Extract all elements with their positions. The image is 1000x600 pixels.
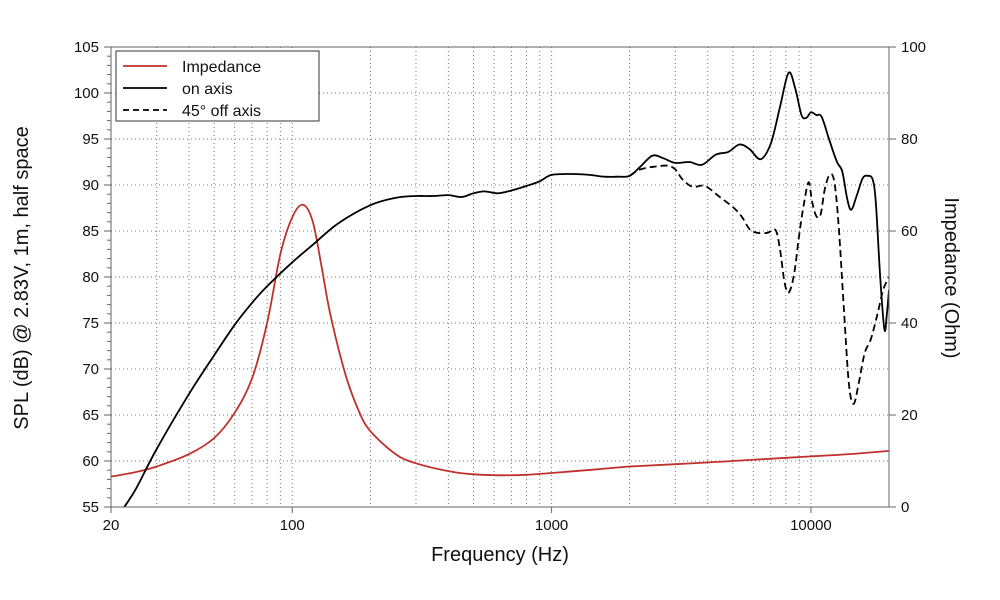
legend-box — [115, 50, 320, 122]
y-tick-label: 95 — [82, 131, 99, 148]
y-tick-label: 55 — [82, 499, 99, 516]
series-layer — [111, 71, 889, 507]
legend-label-on-axis: on axis — [182, 81, 233, 98]
y-tick-label: 60 — [82, 453, 99, 470]
legend-label-off-axis: 45° off axis — [182, 103, 261, 120]
x-tick-label: 20 — [103, 517, 120, 534]
grid — [111, 47, 889, 507]
series-line-on-axis — [123, 71, 889, 507]
y2-tick-label: 100 — [901, 39, 926, 56]
y-tick-label: 70 — [82, 361, 99, 378]
right-axis: 0 20 40 60 80 100 — [889, 39, 926, 516]
y-tick-label: 90 — [82, 177, 99, 194]
y2-tick-label: 0 — [901, 499, 909, 516]
x-tick-label: 100 — [280, 517, 305, 534]
y-tick-label: 85 — [82, 223, 99, 240]
y-tick-label: 105 — [74, 39, 99, 56]
series-line-impedance — [111, 203, 889, 478]
y2-axis-title: Impedance (Ohm) — [940, 197, 962, 358]
x-axis-title: Frequency (Hz) — [431, 544, 569, 566]
y-tick-label: 100 — [74, 85, 99, 102]
y-tick-label: 65 — [82, 407, 99, 424]
legend-label-impedance: Impedance — [182, 59, 261, 76]
y-tick-label: 80 — [82, 269, 99, 286]
x-axis: 20 100 1000 10000 — [103, 507, 832, 534]
legend: Impedance on axis 45° off axis — [115, 50, 320, 122]
y-tick-label: 75 — [82, 315, 99, 332]
x-tick-label: 1000 — [535, 517, 568, 534]
y-axis-title: SPL (dB) @ 2.83V, 1m, half space — [11, 126, 33, 429]
y2-tick-label: 80 — [901, 131, 918, 148]
x-tick-label: 10000 — [790, 517, 832, 534]
y2-tick-label: 60 — [901, 223, 918, 240]
y2-tick-label: 20 — [901, 407, 918, 424]
series-line-45-off-axis — [629, 164, 889, 405]
y2-tick-label: 40 — [901, 315, 918, 332]
left-axis: 55 60 65 70 75 80 85 90 95 100 105 — [74, 39, 111, 516]
